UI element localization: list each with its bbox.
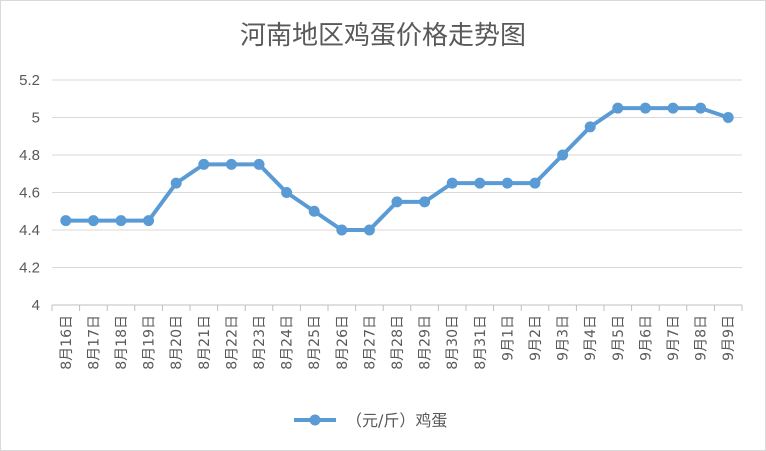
x-tick-label: 8月25日 bbox=[307, 315, 323, 370]
data-point bbox=[363, 224, 375, 236]
x-tick-label: 8月28日 bbox=[390, 315, 406, 370]
x-tick-label: 8月27日 bbox=[362, 315, 378, 370]
x-tick-label: 8月20日 bbox=[169, 315, 185, 370]
data-point bbox=[87, 215, 99, 227]
x-tick-label: 9月9日 bbox=[721, 315, 737, 361]
x-tick-label: 9月3日 bbox=[556, 315, 572, 361]
data-point bbox=[529, 177, 541, 189]
series-line bbox=[63, 106, 731, 232]
x-tick-label: 8月19日 bbox=[142, 315, 158, 370]
y-tick-label: 4.8 bbox=[19, 147, 40, 164]
x-tick-label: 9月8日 bbox=[694, 315, 710, 361]
y-tick-label: 4.6 bbox=[19, 185, 40, 202]
x-tick-label: 8月16日 bbox=[59, 315, 75, 370]
y-axis-ticks: 4 4.2 4.4 4.6 4.8 5 5.2 bbox=[19, 72, 40, 314]
data-point bbox=[419, 196, 431, 208]
data-point bbox=[446, 177, 458, 189]
x-tick-label: 8月29日 bbox=[418, 315, 434, 370]
data-point bbox=[115, 215, 127, 227]
x-tick-label: 8月21日 bbox=[197, 315, 213, 370]
chart-title: 河南地区鸡蛋价格走势图 bbox=[240, 21, 526, 51]
y-tick-label: 5.2 bbox=[19, 72, 40, 89]
data-point bbox=[198, 158, 210, 170]
data-point bbox=[170, 177, 182, 189]
x-tick-label: 8月17日 bbox=[86, 315, 102, 370]
x-tick-label: 9月7日 bbox=[666, 315, 682, 361]
data-point bbox=[639, 102, 651, 114]
data-point bbox=[308, 205, 320, 217]
x-tick-label: 8月23日 bbox=[252, 315, 268, 370]
data-point bbox=[336, 224, 348, 236]
data-point bbox=[667, 102, 679, 114]
data-point bbox=[391, 196, 403, 208]
data-point bbox=[612, 102, 624, 114]
data-point bbox=[253, 158, 265, 170]
data-point bbox=[225, 158, 237, 170]
x-tick-label: 9月5日 bbox=[611, 315, 627, 361]
data-point bbox=[557, 149, 569, 161]
x-tick-label: 8月30日 bbox=[445, 315, 461, 370]
x-tick-label: 8月18日 bbox=[114, 315, 130, 370]
x-tick-label: 8月26日 bbox=[335, 315, 351, 370]
data-point bbox=[143, 215, 155, 227]
grid-lines bbox=[51, 79, 743, 311]
data-point bbox=[474, 177, 486, 189]
x-tick-label: 8月22日 bbox=[224, 315, 240, 370]
x-tick-label: 8月24日 bbox=[280, 315, 296, 370]
x-tick-label: 9月4日 bbox=[583, 315, 599, 361]
data-point bbox=[501, 177, 513, 189]
x-tick-label: 9月6日 bbox=[638, 315, 654, 361]
legend-label: （元/斤）鸡蛋 bbox=[346, 411, 447, 430]
data-point bbox=[281, 187, 293, 198]
data-point bbox=[60, 215, 72, 227]
data-point bbox=[695, 102, 707, 114]
y-tick-label: 4 bbox=[32, 297, 40, 314]
legend: （元/斤）鸡蛋 bbox=[294, 411, 447, 430]
x-axis-ticks: 8月16日 8月17日 8月18日 8月19日 8月20日 8月21日 8月22日 8月23日… bbox=[59, 315, 737, 370]
x-tick-label: 8月31日 bbox=[473, 315, 489, 370]
x-tick-label: 9月2日 bbox=[528, 315, 544, 361]
series-layer bbox=[60, 102, 734, 236]
y-tick-label: 4.2 bbox=[19, 260, 40, 277]
y-tick-label: 4.4 bbox=[19, 222, 40, 239]
x-tick-label: 9月1日 bbox=[500, 315, 516, 361]
data-point bbox=[584, 121, 596, 133]
legend-dot-marker bbox=[309, 414, 321, 426]
data-point bbox=[722, 112, 734, 123]
y-tick-label: 5 bbox=[32, 110, 40, 127]
